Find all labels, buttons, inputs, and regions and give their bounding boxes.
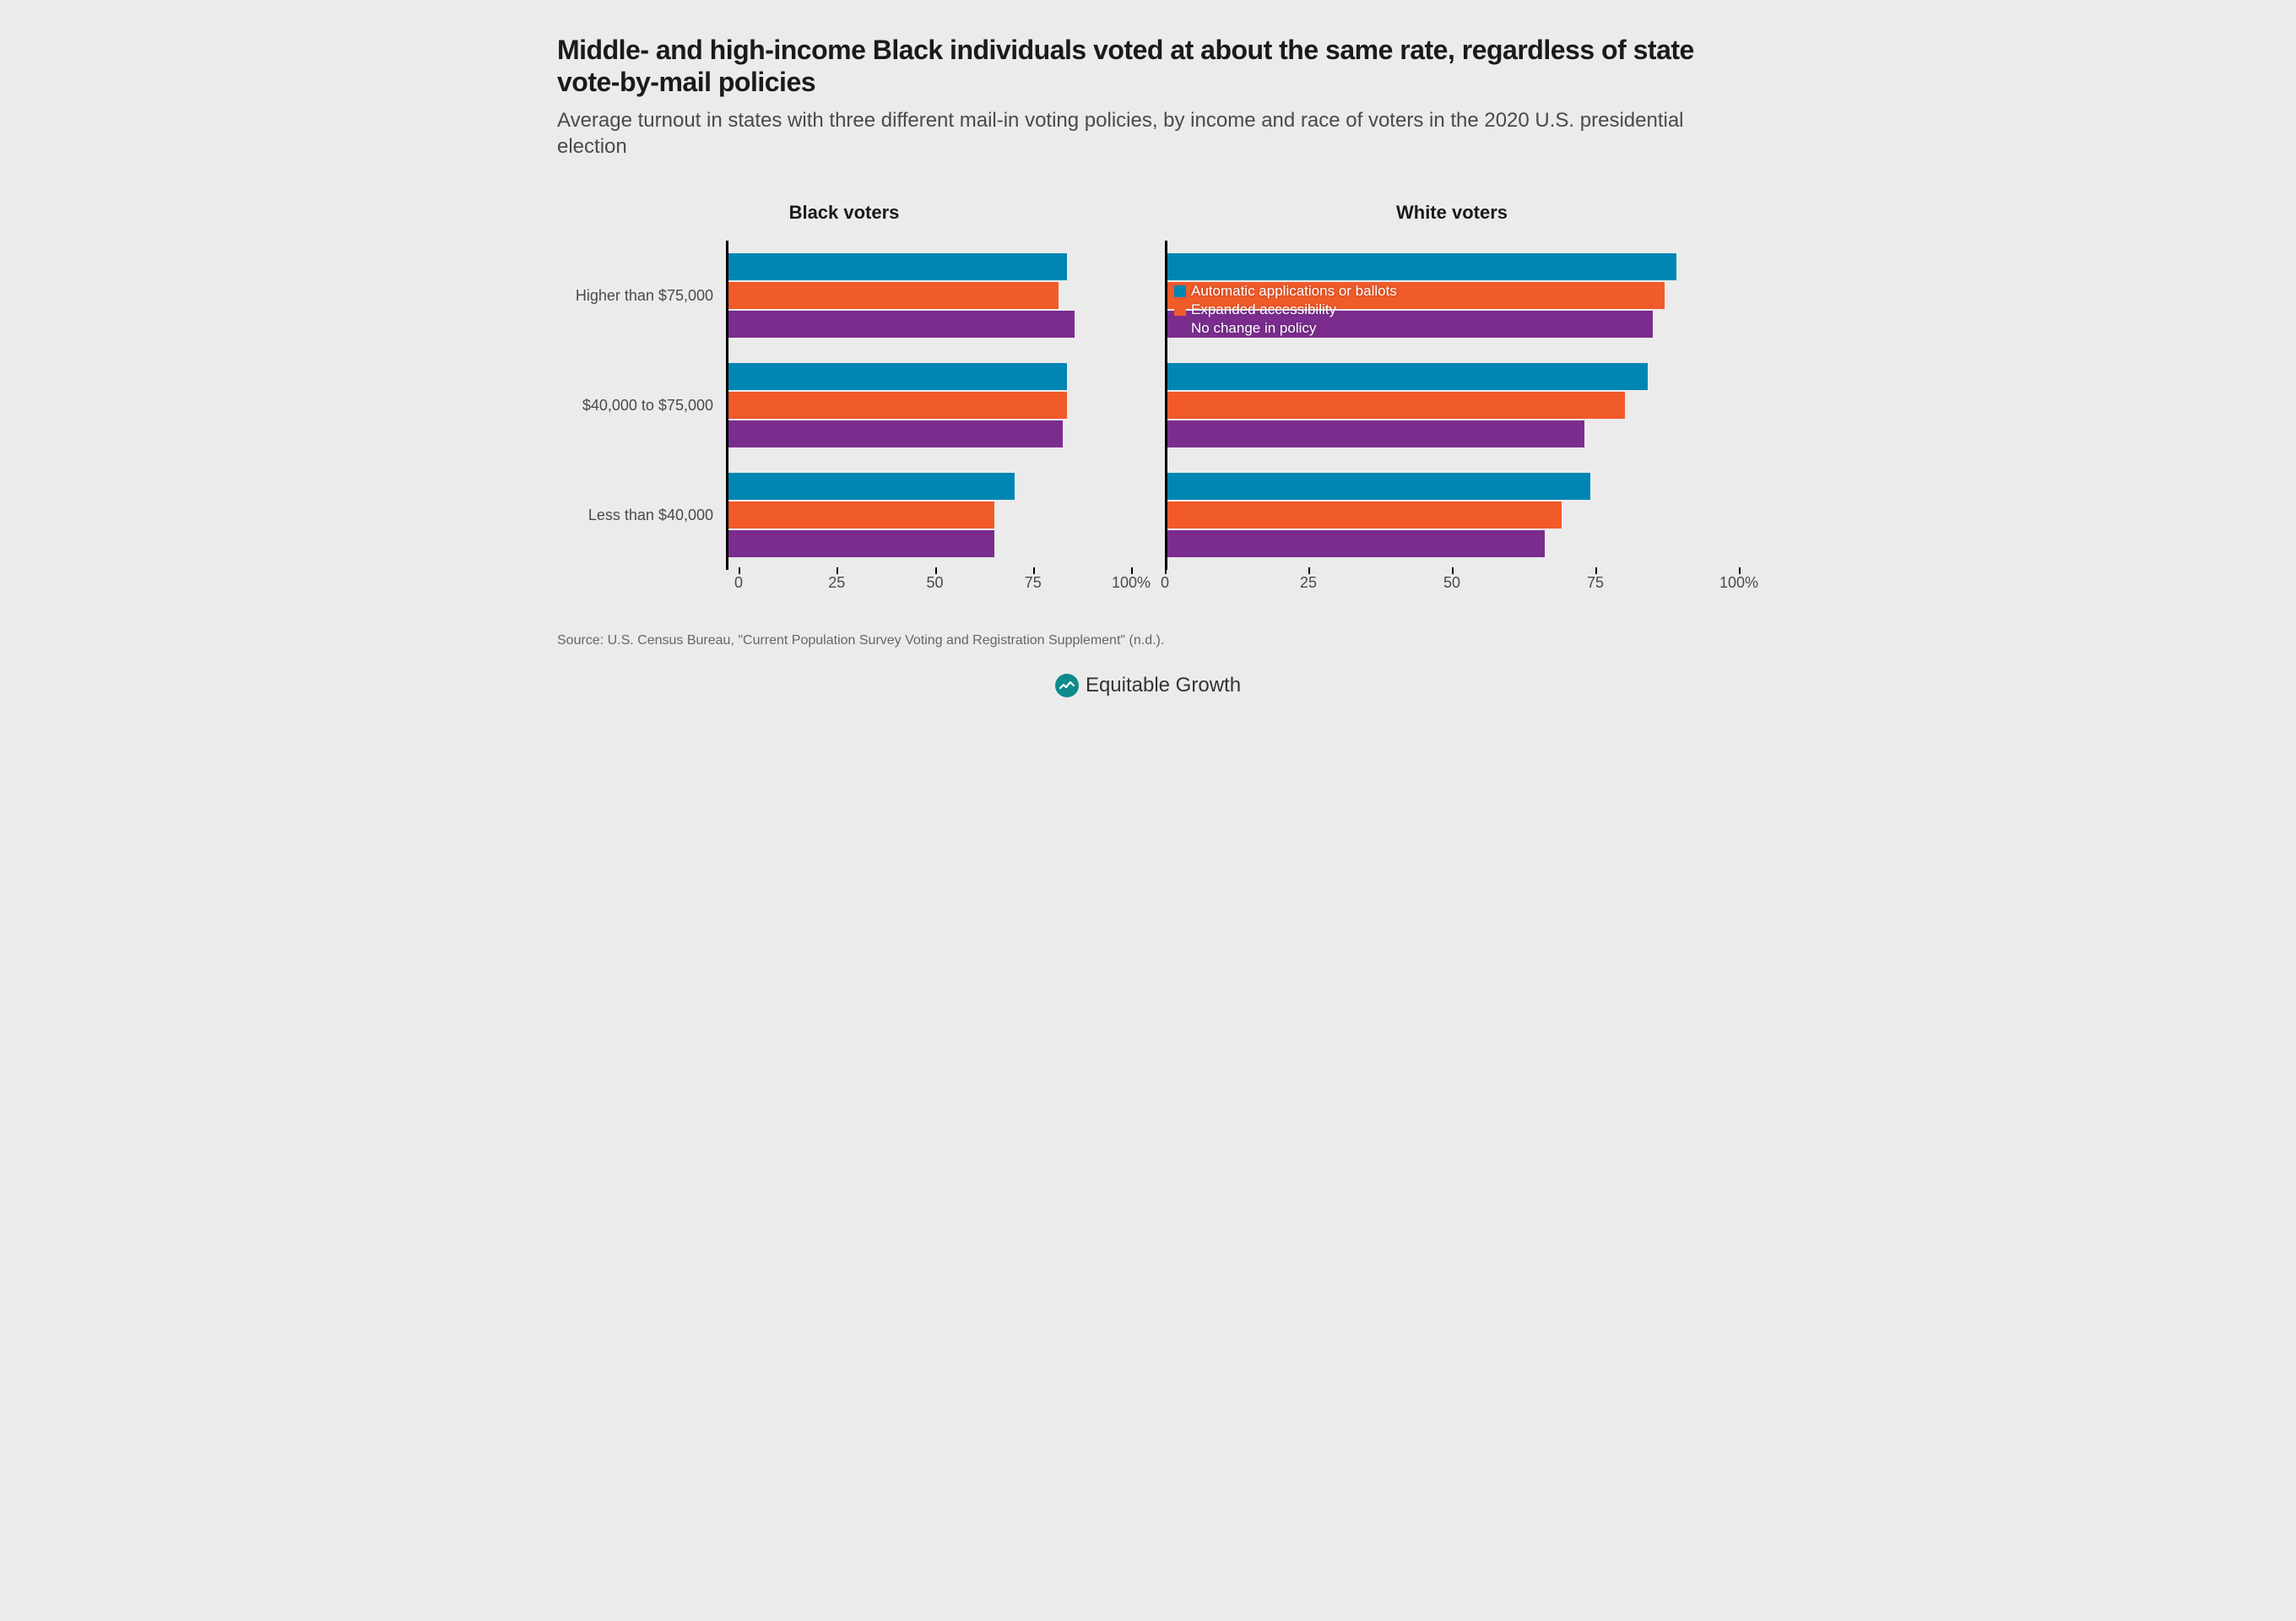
bar — [1167, 473, 1590, 500]
bar — [1167, 530, 1545, 557]
brand-icon — [1055, 674, 1079, 697]
legend-label: Automatic applications or ballots — [1191, 283, 1397, 300]
x-tick-label: 25 — [1300, 574, 1317, 592]
panel-0: Black voters Higher than $75,000$40,000 t… — [557, 202, 1131, 599]
panels-row: Black voters Higher than $75,000$40,000 t… — [557, 202, 1739, 599]
x-axis: 0255075100% — [1165, 574, 1739, 599]
bar — [728, 473, 1015, 500]
chart-container: Middle- and high-income Black individual… — [557, 34, 1739, 697]
x-tick-label: 75 — [1025, 574, 1042, 592]
panel-1: White voters Automatic applications or ba… — [1165, 202, 1739, 599]
x-tick-label: 0 — [1161, 574, 1169, 592]
x-tick-mark — [1308, 567, 1310, 574]
x-tick-mark — [935, 567, 937, 574]
bar — [728, 420, 1063, 447]
legend-label: Expanded accessibility — [1191, 301, 1336, 318]
bar-group — [1167, 350, 1739, 460]
x-tick-mark — [837, 567, 838, 574]
legend: Automatic applications or ballotsExpande… — [1174, 283, 1397, 339]
chart-area: Higher than $75,000$40,000 to $75,000Les… — [557, 241, 1131, 570]
bar — [1167, 392, 1625, 419]
legend-swatch — [1174, 323, 1186, 334]
x-tick-label: 100% — [1719, 574, 1758, 592]
x-tick-mark — [1033, 567, 1035, 574]
chart-title: Middle- and high-income Black individual… — [557, 34, 1739, 99]
x-tick-label: 75 — [1587, 574, 1604, 592]
x-tick-label: 50 — [1443, 574, 1460, 592]
y-axis-labels: Higher than $75,000$40,000 to $75,000Les… — [557, 241, 726, 570]
legend-label: No change in policy — [1191, 320, 1316, 337]
bar — [1167, 420, 1584, 447]
x-tick-mark — [1595, 567, 1597, 574]
legend-item: No change in policy — [1174, 320, 1397, 337]
x-axis: 0255075100% — [739, 574, 1131, 599]
source-text: Source: U.S. Census Bureau, "Current Pop… — [557, 633, 1739, 648]
bar — [728, 253, 1067, 280]
bar — [728, 530, 994, 557]
bar — [728, 282, 1059, 309]
y-label: $40,000 to $75,000 — [557, 350, 713, 460]
plot-area: Automatic applications or ballotsExpande… — [1165, 241, 1739, 570]
bar-group — [728, 350, 1131, 460]
plot-area — [726, 241, 1131, 570]
bar-group — [728, 241, 1131, 350]
bar — [728, 363, 1067, 390]
bar-group — [728, 460, 1131, 570]
panel-title: Black voters — [557, 202, 1131, 224]
bar — [1167, 253, 1676, 280]
bar — [728, 501, 994, 529]
y-label: Higher than $75,000 — [557, 241, 713, 350]
brand-label: Equitable Growth — [1086, 674, 1241, 697]
y-label: Less than $40,000 — [557, 460, 713, 570]
x-tick-label: 100% — [1112, 574, 1151, 592]
x-tick-label: 50 — [926, 574, 943, 592]
x-tick-mark — [1165, 567, 1167, 574]
bar-group — [1167, 460, 1739, 570]
x-tick-mark — [1131, 567, 1133, 574]
x-tick-label: 0 — [734, 574, 743, 592]
bar — [728, 392, 1067, 419]
legend-swatch — [1174, 285, 1186, 297]
x-tick-mark — [739, 567, 740, 574]
x-tick-label: 25 — [828, 574, 845, 592]
footer-brand: Equitable Growth — [557, 674, 1739, 697]
legend-swatch — [1174, 304, 1186, 316]
chart-subtitle: Average turnout in states with three dif… — [557, 107, 1739, 160]
chart-area: Automatic applications or ballotsExpande… — [1165, 241, 1739, 570]
x-tick-mark — [1452, 567, 1454, 574]
panel-title: White voters — [1165, 202, 1739, 224]
bar — [728, 311, 1075, 338]
bar — [1167, 363, 1648, 390]
legend-item: Expanded accessibility — [1174, 301, 1397, 318]
bar — [1167, 501, 1562, 529]
legend-item: Automatic applications or ballots — [1174, 283, 1397, 300]
x-tick-mark — [1739, 567, 1741, 574]
